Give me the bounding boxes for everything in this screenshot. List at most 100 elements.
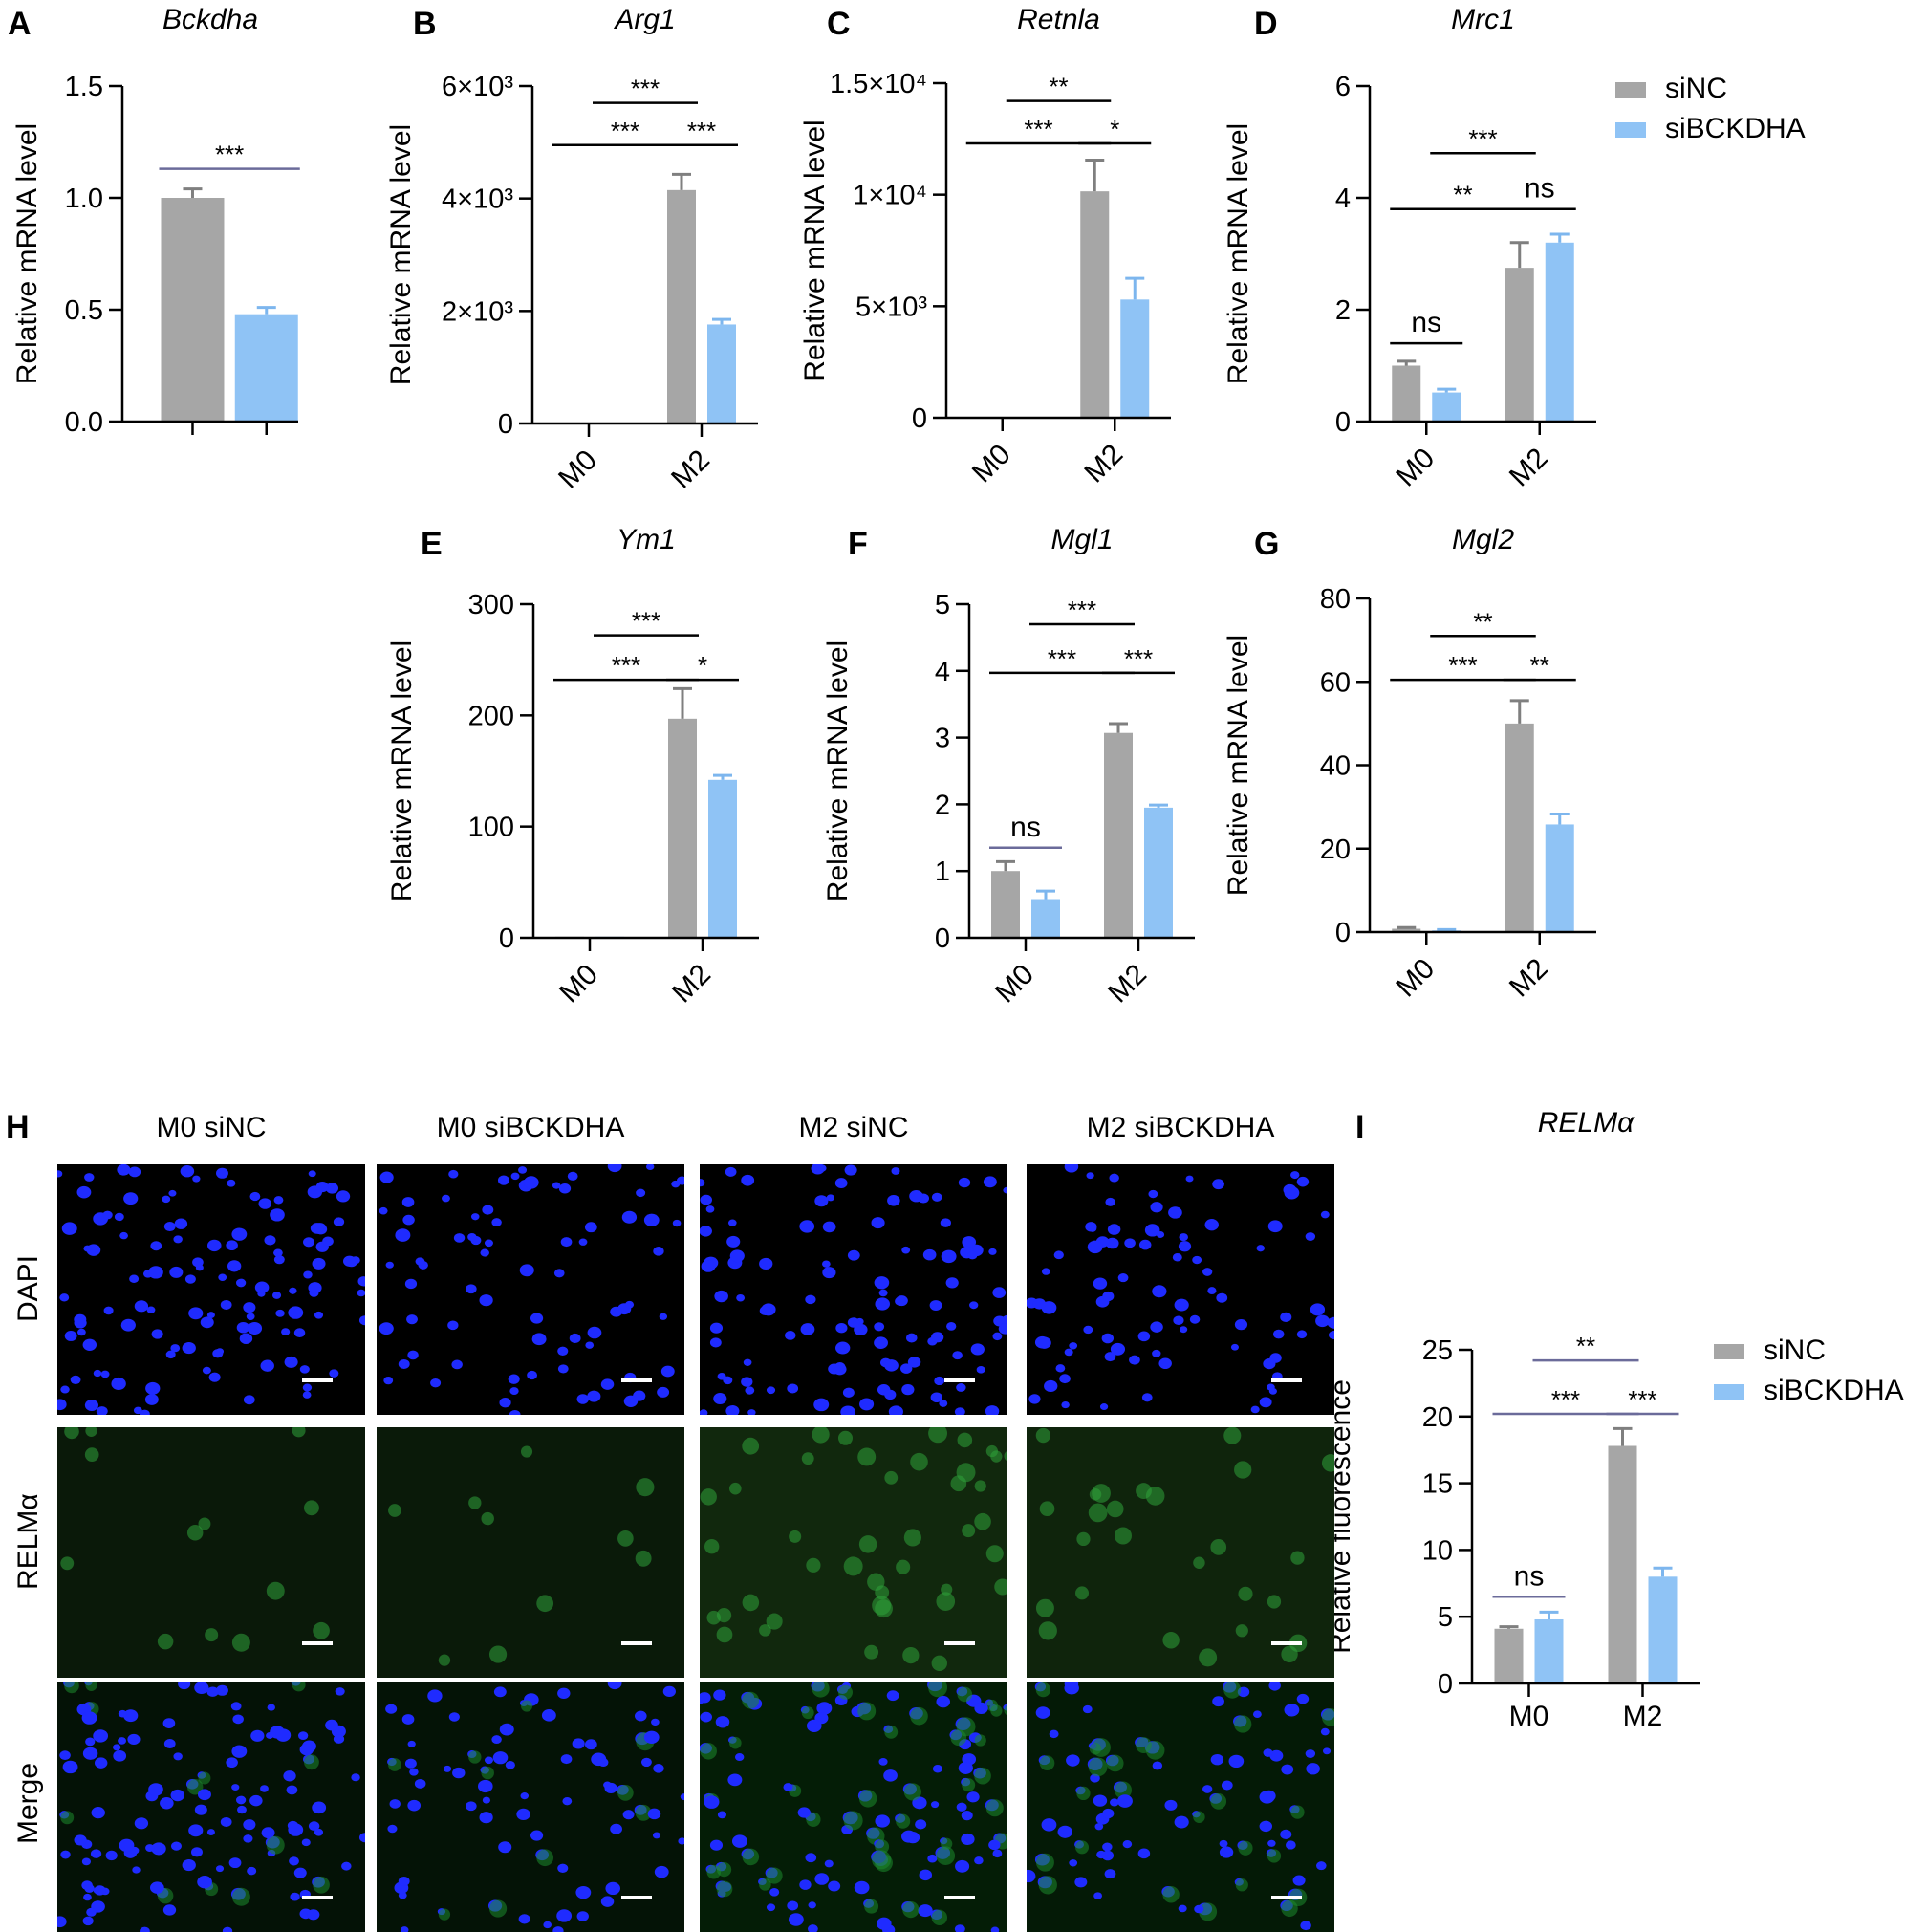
- relm-signal: [85, 1447, 99, 1462]
- nucleus: [171, 1790, 184, 1801]
- nucleus: [985, 1405, 999, 1415]
- nucleus: [1150, 1321, 1162, 1332]
- nucleus: [1066, 1754, 1080, 1766]
- nucleus: [449, 1712, 460, 1721]
- nucleus: [1267, 1840, 1275, 1847]
- nucleus: [1260, 1821, 1272, 1832]
- nucleus: [452, 1768, 465, 1778]
- nucleus: [1293, 1875, 1306, 1885]
- nucleus: [140, 1927, 150, 1932]
- nucleus: [183, 1342, 196, 1354]
- nucleus: [117, 1164, 130, 1176]
- nucleus: [162, 1196, 170, 1203]
- nucleus: [1087, 1172, 1094, 1179]
- relm-signal: [64, 1682, 79, 1693]
- nucleus: [406, 1314, 418, 1324]
- nucleus: [992, 1287, 1006, 1298]
- nucleus: [1175, 1816, 1189, 1829]
- nucleus: [188, 1307, 203, 1319]
- y-tick-label: 4×10³: [442, 185, 513, 215]
- bar: [1432, 393, 1461, 422]
- nucleus: [195, 1805, 207, 1815]
- nucleus: [859, 1398, 874, 1410]
- relm-signal: [232, 1634, 250, 1652]
- nucleus: [150, 1241, 162, 1250]
- relm-signal: [313, 1622, 330, 1639]
- relm-signal: [617, 1785, 634, 1801]
- x-tick-label: M0: [966, 439, 1017, 489]
- nucleus: [471, 1213, 480, 1220]
- relm-signal: [1075, 1586, 1089, 1599]
- nucleus: [119, 1839, 135, 1852]
- nucleus: [732, 1834, 747, 1848]
- x-tick-label: M2: [665, 445, 716, 495]
- relm-signal: [1290, 1551, 1304, 1564]
- nucleus: [644, 1214, 660, 1226]
- microscopy-image: [700, 1682, 1007, 1932]
- nucleus: [294, 1868, 307, 1878]
- nucleus: [227, 1260, 241, 1271]
- nucleus: [1306, 1232, 1315, 1241]
- relm-signal: [743, 1595, 760, 1612]
- nucleus: [1186, 1176, 1194, 1183]
- nucleus: [385, 1704, 397, 1714]
- nucleus: [1138, 1848, 1151, 1858]
- relm-signal: [806, 1558, 820, 1573]
- nucleus: [243, 1819, 255, 1830]
- nucleus: [1280, 1313, 1291, 1322]
- nucleus: [887, 1195, 900, 1206]
- nucleus: [74, 1834, 86, 1845]
- nucleus: [509, 1410, 521, 1415]
- bar: [1031, 900, 1060, 938]
- x-tick-label: M2: [1102, 959, 1153, 1009]
- nucleus: [570, 1334, 581, 1343]
- nucleus: [101, 1371, 110, 1378]
- nucleus: [260, 1785, 269, 1792]
- relm-signal: [1267, 1595, 1281, 1608]
- microscopy-row-label: RELMα: [12, 1513, 45, 1590]
- relm-signal: [267, 1836, 285, 1855]
- relm-signal: [1107, 1755, 1124, 1772]
- significance-label: **: [1576, 1332, 1595, 1360]
- relm-signal: [704, 1539, 719, 1553]
- nucleus: [608, 1682, 622, 1689]
- nucleus: [1180, 1326, 1187, 1333]
- nucleus: [934, 1377, 944, 1385]
- nucleus: [322, 1237, 334, 1247]
- nucleus: [74, 1317, 86, 1328]
- relm-signal: [1090, 1488, 1101, 1500]
- nucleus: [532, 1333, 547, 1345]
- nucleus: [759, 1258, 772, 1270]
- nucleus: [106, 1851, 118, 1860]
- nucleus: [1033, 1298, 1046, 1309]
- bar: [1535, 1619, 1564, 1683]
- nucleus: [82, 1857, 91, 1865]
- nucleus: [1179, 1905, 1187, 1913]
- nucleus: [1102, 1809, 1114, 1818]
- nucleus: [483, 1797, 490, 1804]
- nucleus: [814, 1195, 828, 1206]
- nucleus: [561, 1754, 573, 1764]
- nucleus: [801, 1323, 815, 1335]
- relm-signal: [1223, 1427, 1241, 1444]
- nucleus: [59, 1750, 70, 1760]
- significance-label: **: [1453, 181, 1472, 209]
- nucleus: [227, 1180, 235, 1187]
- nucleus: [1059, 1374, 1071, 1383]
- nucleus: [878, 1758, 887, 1766]
- nucleus: [1074, 1877, 1087, 1887]
- nucleus: [1102, 1292, 1114, 1301]
- relm-signal: [1238, 1587, 1252, 1601]
- nucleus: [209, 1373, 221, 1382]
- nucleus: [1281, 1765, 1293, 1775]
- nucleus: [966, 1791, 979, 1802]
- legend-swatch: [1615, 122, 1646, 138]
- panel-letter: B: [413, 6, 437, 42]
- nucleus: [197, 1876, 212, 1888]
- nucleus: [1100, 1403, 1108, 1410]
- nucleus: [216, 1865, 224, 1872]
- y-tick-label: 4: [1335, 184, 1351, 214]
- relm-signal: [950, 1475, 966, 1491]
- nucleus: [402, 1215, 414, 1226]
- y-tick-label: 2: [935, 790, 950, 820]
